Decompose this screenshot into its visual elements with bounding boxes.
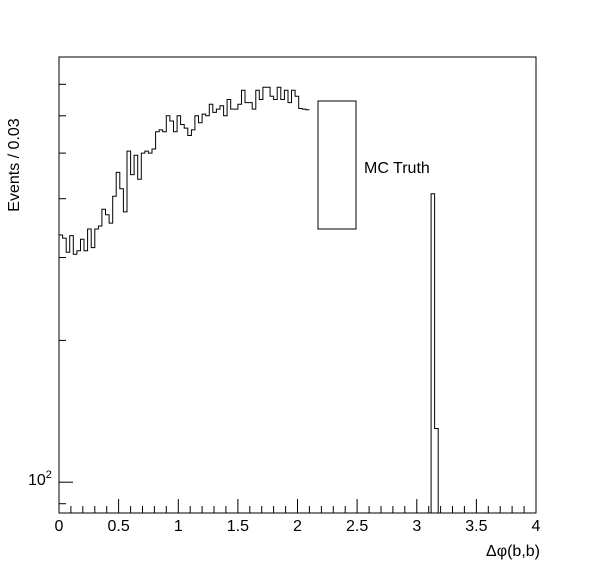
x-tick-label: 2.5 bbox=[346, 518, 368, 535]
y-tick-exponent: 2 bbox=[46, 469, 52, 481]
x-tick-label: 0.5 bbox=[107, 518, 129, 535]
x-axis-label: Δφ(b,b) bbox=[486, 543, 540, 560]
x-axis-ticks bbox=[58, 499, 537, 513]
x-tick-label: 0 bbox=[55, 518, 64, 535]
x-tick-label: 4 bbox=[532, 518, 541, 535]
x-axis-tick-labels: 0 0.5 1 1.5 2 2.5 3 3.5 4 bbox=[55, 518, 541, 535]
legend-label: MC Truth bbox=[364, 160, 430, 177]
y-tick-label-100: 102 bbox=[28, 469, 52, 489]
histogram-spike-bins bbox=[430, 193, 439, 513]
x-tick-label: 2 bbox=[293, 518, 302, 535]
y-axis-label: Events / 0.03 bbox=[6, 118, 23, 211]
y-axis-ticks bbox=[59, 83, 73, 505]
x-tick-label: 3.5 bbox=[465, 518, 487, 535]
x-tick-label: 3 bbox=[412, 518, 421, 535]
plot-frame bbox=[58, 56, 537, 514]
histogram-series-mc-truth bbox=[59, 86, 310, 255]
x-tick-label: 1.5 bbox=[227, 518, 249, 535]
legend-box bbox=[317, 100, 357, 230]
x-tick-label: 1 bbox=[174, 518, 183, 535]
y-tick-base: 10 bbox=[28, 472, 46, 489]
